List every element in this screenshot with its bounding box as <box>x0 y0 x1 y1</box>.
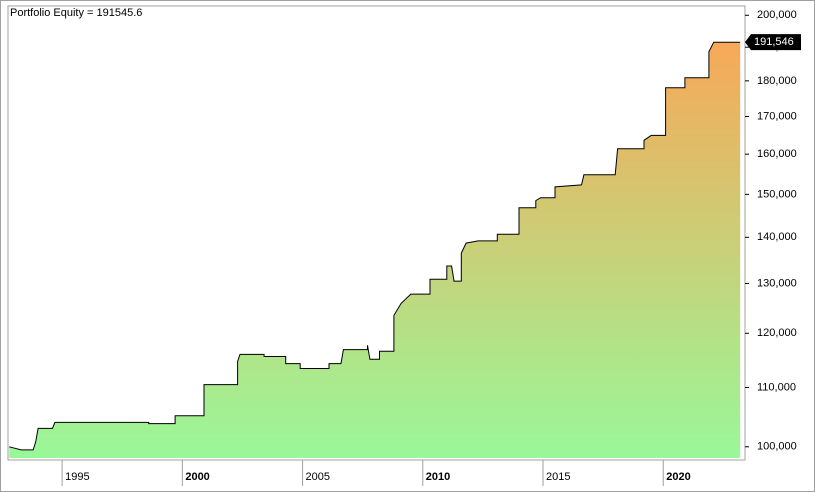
last-value-tag <box>745 34 801 51</box>
y-tick-label: 200,000 <box>757 9 797 21</box>
x-tick-label: 2000 <box>185 471 209 483</box>
y-tick-label: 180,000 <box>757 75 797 87</box>
x-tick-label: 2015 <box>546 471 570 483</box>
equity-line <box>9 41 741 451</box>
x-tick-label: 1995 <box>65 471 89 483</box>
y-tick-label: 140,000 <box>757 231 797 243</box>
y-tick-label: 170,000 <box>757 110 797 122</box>
x-tick-label: 2010 <box>426 471 450 483</box>
y-tick-label: 120,000 <box>757 327 797 339</box>
x-tick-label: 2020 <box>666 471 690 483</box>
equity-area <box>9 42 741 458</box>
y-tick-label: 100,000 <box>757 441 797 453</box>
y-tick-label: 150,000 <box>757 188 797 200</box>
y-tick-label: 110,000 <box>757 381 796 393</box>
y-tick-label: 160,000 <box>757 148 797 160</box>
last-value-label: 191,546 <box>754 36 794 48</box>
y-tick-label: 130,000 <box>757 277 797 289</box>
x-tick-label: 2005 <box>306 471 330 483</box>
chart-title: Portfolio Equity = 191545.6 <box>10 7 142 19</box>
